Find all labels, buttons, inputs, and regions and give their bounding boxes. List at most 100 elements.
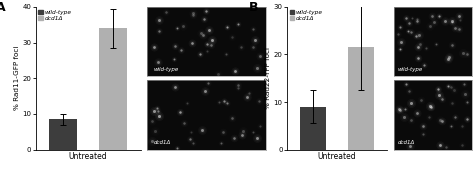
Point: [398, 41, 405, 44]
Point: [209, 39, 216, 41]
Point: [151, 130, 159, 132]
Point: [441, 20, 448, 23]
Point: [148, 140, 156, 143]
Point: [177, 49, 185, 51]
Point: [237, 46, 245, 49]
Point: [459, 51, 467, 54]
Point: [405, 21, 413, 24]
Point: [444, 85, 452, 87]
Point: [231, 69, 238, 72]
Text: wild-type: wild-type: [153, 67, 179, 72]
Point: [442, 146, 450, 149]
Point: [150, 46, 157, 49]
Point: [451, 27, 458, 30]
Point: [148, 120, 155, 122]
Point: [448, 101, 456, 104]
Point: [398, 41, 405, 44]
Point: [405, 29, 412, 32]
Point: [148, 140, 156, 143]
Point: [428, 105, 435, 108]
Point: [419, 133, 427, 136]
Point: [412, 34, 420, 37]
Point: [202, 10, 210, 13]
Point: [408, 30, 415, 33]
Point: [203, 43, 210, 46]
Point: [177, 49, 185, 51]
Point: [243, 96, 250, 99]
Point: [176, 110, 183, 113]
Point: [463, 117, 471, 120]
Point: [228, 116, 236, 119]
Point: [155, 110, 162, 113]
Point: [253, 136, 261, 139]
Point: [456, 27, 463, 30]
Point: [231, 69, 238, 72]
Point: [462, 93, 469, 95]
Point: [405, 90, 413, 93]
Bar: [49, 119, 77, 150]
Point: [183, 102, 191, 105]
Point: [419, 125, 427, 127]
Point: [256, 55, 264, 57]
Point: [463, 117, 471, 120]
Point: [245, 92, 252, 94]
Point: [458, 124, 466, 127]
Point: [413, 19, 421, 22]
Point: [414, 57, 422, 60]
Point: [407, 102, 414, 105]
Point: [400, 116, 408, 119]
Point: [198, 31, 205, 34]
Point: [218, 141, 225, 144]
Point: [414, 46, 422, 49]
Point: [398, 41, 405, 44]
Point: [148, 140, 156, 143]
Bar: [100, 28, 127, 150]
Point: [451, 115, 459, 118]
Point: [249, 27, 256, 30]
Point: [435, 14, 443, 17]
Point: [448, 19, 456, 22]
Point: [253, 67, 261, 69]
Point: [200, 34, 207, 37]
Point: [187, 130, 195, 133]
Point: [407, 102, 414, 105]
Point: [402, 83, 410, 85]
Point: [151, 109, 158, 112]
Point: [151, 130, 159, 132]
Point: [200, 34, 207, 37]
Point: [448, 20, 456, 23]
Point: [413, 19, 421, 22]
Point: [150, 46, 157, 49]
X-axis label: Untreated: Untreated: [69, 152, 108, 161]
Point: [198, 128, 205, 131]
Point: [155, 18, 163, 21]
Point: [151, 109, 158, 112]
Point: [220, 100, 228, 103]
Point: [407, 119, 415, 122]
Point: [396, 47, 404, 50]
Point: [448, 20, 456, 23]
Point: [198, 31, 205, 34]
Point: [451, 27, 458, 30]
Point: [442, 146, 450, 149]
Point: [458, 144, 465, 146]
Point: [230, 137, 238, 139]
Point: [237, 46, 245, 49]
Point: [405, 21, 413, 24]
Point: [243, 96, 250, 99]
Point: [181, 121, 188, 124]
Point: [444, 85, 452, 87]
Point: [456, 19, 464, 22]
Point: [448, 20, 456, 23]
Point: [231, 69, 238, 72]
Point: [438, 120, 445, 123]
Point: [401, 108, 409, 111]
Point: [249, 27, 256, 30]
Point: [434, 87, 442, 90]
Point: [215, 101, 223, 104]
Point: [253, 136, 261, 139]
Point: [228, 35, 236, 38]
Point: [396, 47, 404, 50]
Point: [255, 100, 263, 103]
Point: [447, 85, 455, 88]
